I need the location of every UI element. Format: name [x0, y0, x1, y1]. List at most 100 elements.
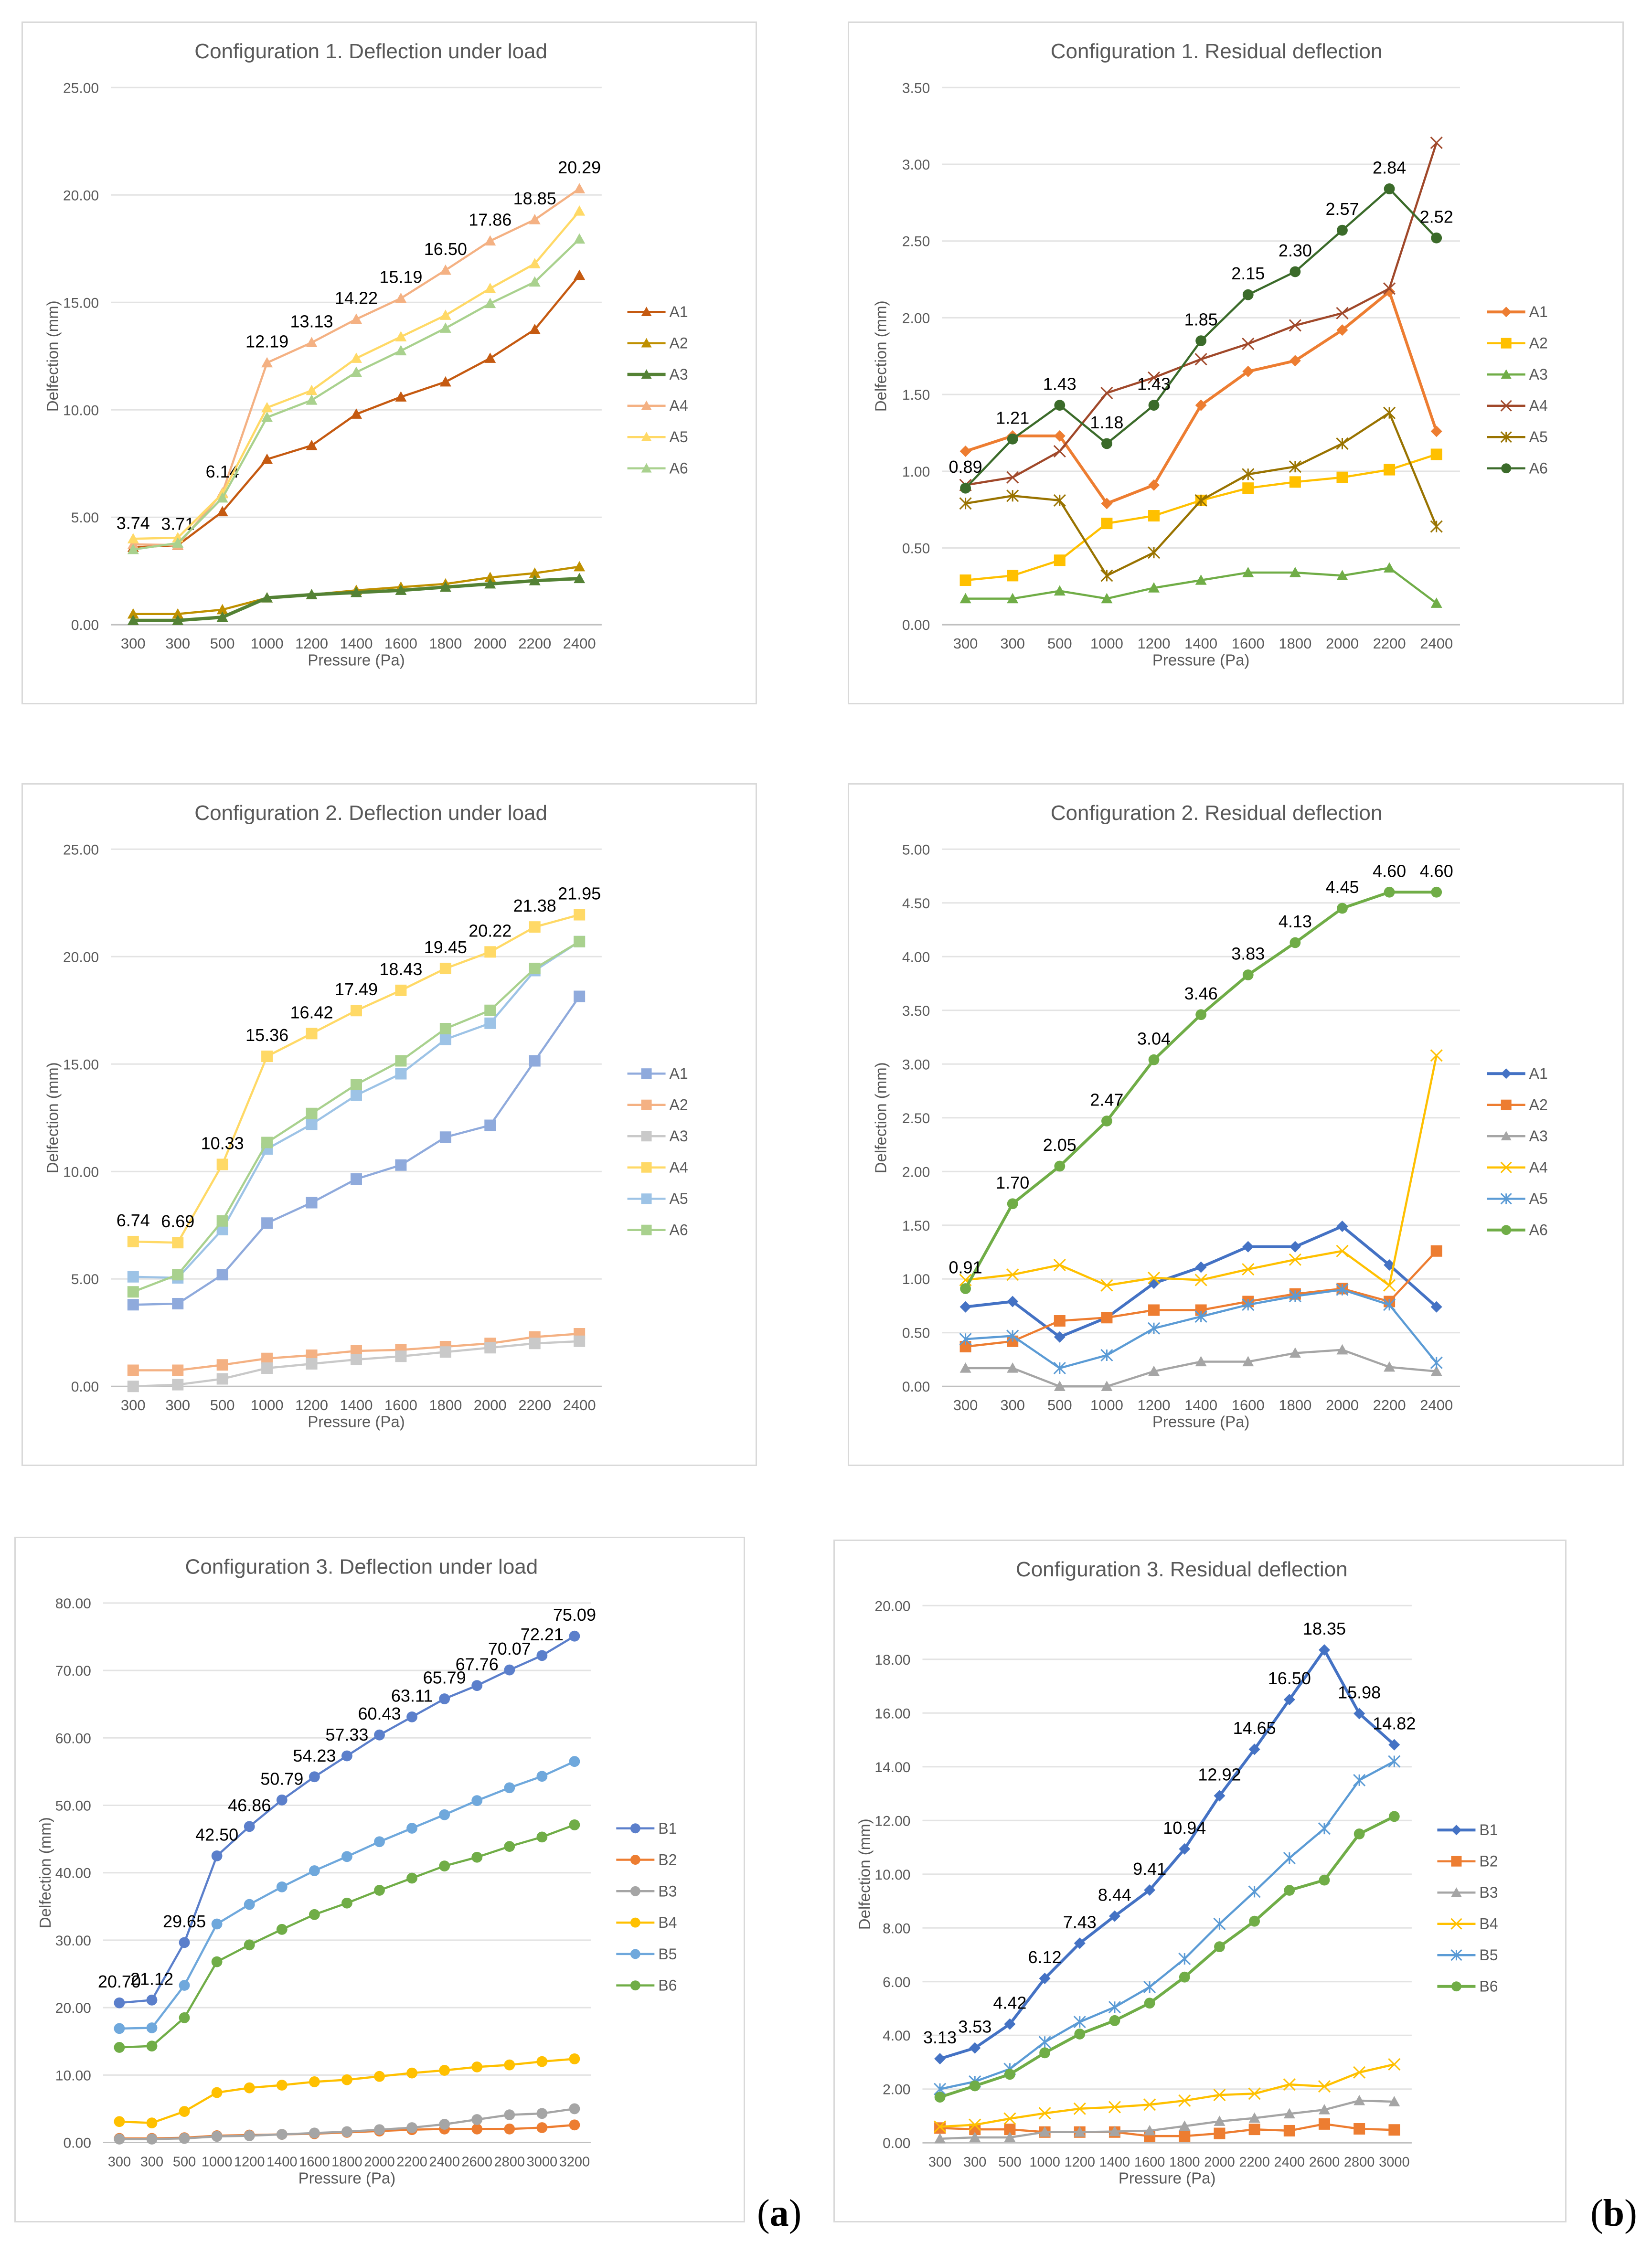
chart-title: Configuration 1. Deflection under load [194, 40, 547, 63]
circle-marker [1284, 1885, 1295, 1896]
square-marker [1101, 518, 1113, 530]
triangle-marker [306, 384, 318, 395]
legend-label: A3 [1529, 366, 1548, 383]
legend-item: A3 [1487, 1127, 1548, 1145]
series-a2 [959, 448, 1442, 586]
circle-marker [244, 2082, 255, 2094]
triangle-marker [1144, 2125, 1156, 2136]
square-marker [484, 1342, 496, 1354]
legend-label: A4 [1529, 1159, 1548, 1176]
diamond-marker [1336, 1221, 1348, 1233]
square-marker [127, 1381, 139, 1392]
triangle-marker [484, 572, 496, 582]
chart-title: Configuration 2. Residual deflection [1051, 801, 1383, 825]
triangle-marker [1148, 1365, 1160, 1376]
star-marker [1336, 437, 1349, 450]
circle-marker [146, 2022, 158, 2033]
circle-marker [114, 2023, 125, 2034]
circle-marker [504, 2109, 515, 2121]
x-tick-label: 300 [1000, 1397, 1025, 1413]
diamond-marker [1101, 498, 1113, 510]
data-label: 10.94 [1163, 1818, 1206, 1838]
x-tick-label: 1600 [384, 635, 417, 652]
legend-label: B6 [1479, 1978, 1498, 1995]
triangle-marker [1242, 566, 1254, 577]
y-tick-label: 2.50 [902, 1111, 930, 1126]
triangle-marker [529, 258, 541, 268]
circle-marker [536, 1771, 548, 1782]
x-marker [1006, 471, 1019, 484]
x-marker [1283, 2078, 1296, 2091]
series-line [119, 1635, 576, 2004]
square-marker [1501, 1099, 1512, 1110]
circle-marker [406, 1872, 417, 1884]
y-tick-label: 2.00 [902, 1164, 930, 1180]
circle-marker [146, 2040, 158, 2052]
legend-item: A2 [1487, 335, 1548, 352]
square-marker [1501, 338, 1512, 349]
triangle-marker [484, 352, 496, 363]
x-tick-label: 300 [953, 1397, 978, 1413]
y-tick-label: 15.00 [63, 1057, 99, 1073]
data-label: 16.50 [424, 239, 467, 259]
x-tick-label: 1000 [1090, 1397, 1123, 1413]
legend-item: A6 [627, 1222, 688, 1239]
circle-marker [309, 1909, 320, 1920]
data-label: 50.79 [260, 1769, 303, 1788]
square-marker [1384, 464, 1396, 476]
legend-label: B4 [1479, 1915, 1498, 1933]
y-axis-label: Delfection (mm) [44, 300, 62, 412]
triangle-marker [1289, 566, 1301, 577]
triangle-marker [1242, 1356, 1254, 1367]
circle-marker [309, 2127, 320, 2139]
legend-label: A5 [670, 1190, 688, 1207]
triangle-marker [127, 615, 139, 625]
data-label: 1.21 [996, 408, 1029, 427]
y-tick-label: 10.00 [63, 1164, 99, 1180]
y-axis-label: Delfection (mm) [855, 1818, 873, 1930]
square-marker [216, 1215, 228, 1227]
star-marker [1178, 1952, 1191, 1966]
triangle-marker [127, 533, 139, 543]
square-marker [350, 1005, 362, 1017]
star-marker [1353, 1774, 1366, 1786]
circle-marker [1431, 886, 1442, 898]
y-tick-label: 5.00 [71, 510, 99, 526]
star-marker [1248, 1885, 1261, 1898]
triangle-marker [574, 233, 586, 244]
x-tick-label: 2000 [474, 1397, 507, 1413]
data-label: 21.95 [558, 884, 601, 903]
square-marker [1283, 2125, 1295, 2136]
x-tick-label: 500 [210, 635, 235, 652]
diamond-marker [1074, 1937, 1086, 1949]
chart-config3-deflection-under-load: Configuration 3. Deflection under load 0.… [14, 1537, 745, 2222]
x-tick-label: 2200 [396, 2155, 427, 2170]
chart-svg: Configuration 3. Residual deflection 0.00… [855, 1558, 1498, 2187]
star-marker [1108, 2001, 1121, 2014]
series-a3 [959, 1344, 1442, 1391]
triangle-marker [350, 408, 362, 419]
x-tick-label: 1200 [1065, 2155, 1096, 2170]
chart-svg: Configuration 2. Deflection under load 0.… [44, 801, 688, 1431]
circle-marker [934, 2092, 946, 2103]
triangle-marker [641, 432, 652, 442]
legend-label: A4 [670, 397, 688, 414]
legend-item: A6 [627, 460, 688, 477]
circle-marker [630, 1917, 640, 1928]
circle-marker [276, 2129, 288, 2140]
x-tick-label: 500 [210, 1397, 235, 1413]
y-tick-label: 0.50 [902, 1326, 930, 1341]
square-marker [216, 1269, 228, 1281]
circle-marker [146, 1994, 158, 2006]
square-marker [574, 909, 586, 921]
legend-label: A4 [670, 1159, 688, 1176]
y-tick-label: 0.00 [902, 617, 930, 633]
data-label: 18.85 [513, 189, 556, 208]
triangle-marker [1148, 582, 1160, 593]
square-marker [574, 1335, 586, 1347]
circle-marker [211, 1918, 223, 1930]
triangle-marker [261, 357, 273, 368]
star-marker [1006, 489, 1019, 502]
legend-label: A1 [1529, 1065, 1548, 1082]
circle-marker [569, 2053, 580, 2064]
